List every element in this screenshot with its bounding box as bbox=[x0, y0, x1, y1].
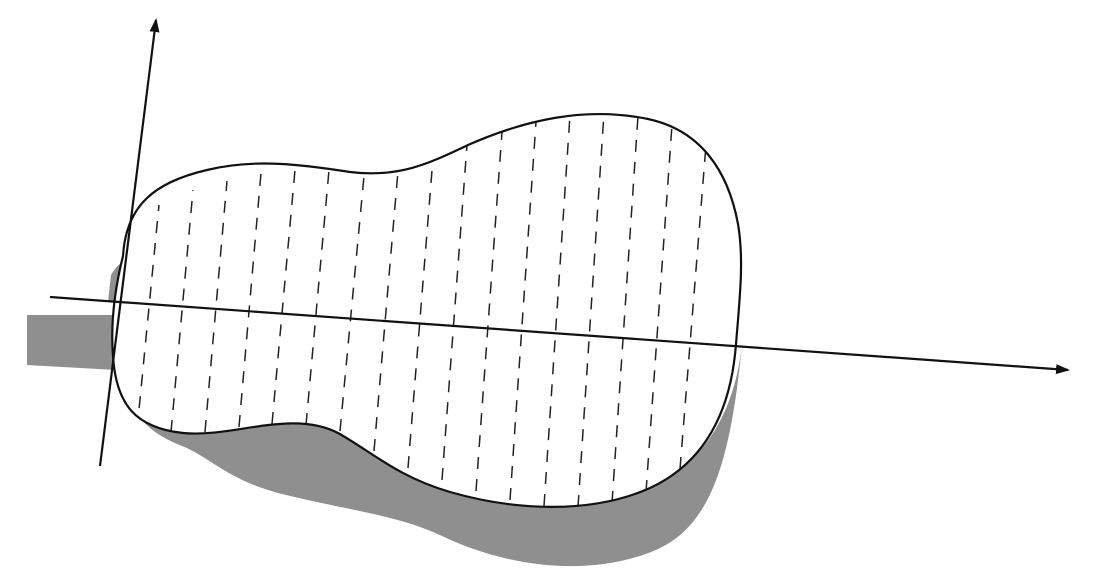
horizontal-axis bbox=[49, 295, 1070, 375]
dashed-grid bbox=[136, 114, 707, 507]
grid-line-11 bbox=[475, 131, 503, 492]
vertical-axis bbox=[98, 18, 160, 467]
grid-line-10 bbox=[441, 144, 468, 481]
neck-stub-shadow bbox=[27, 315, 116, 370]
grid-line-3 bbox=[204, 180, 228, 433]
grid-line-9 bbox=[407, 157, 434, 469]
grid-line-16 bbox=[645, 124, 673, 493]
guitar-body-shadow bbox=[113, 344, 742, 567]
grid-line-17 bbox=[679, 144, 707, 470]
guitar-body-outline bbox=[111, 112, 743, 508]
grid-line-8 bbox=[373, 170, 399, 452]
grid-line-1 bbox=[136, 204, 160, 431]
grid-line-2 bbox=[170, 189, 194, 433]
grid-line-12 bbox=[509, 121, 537, 501]
